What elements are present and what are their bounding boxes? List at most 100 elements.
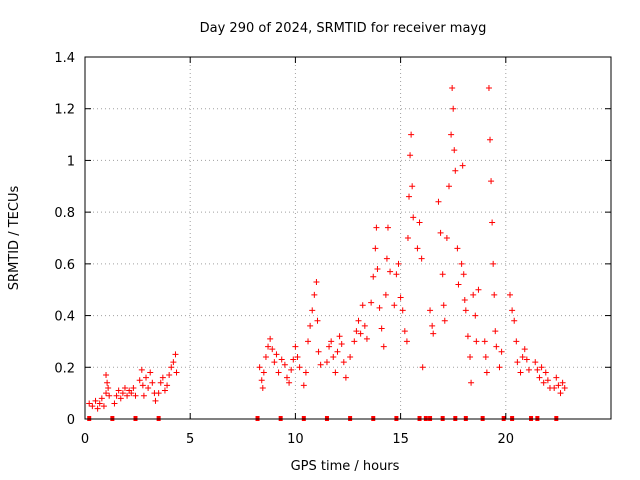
data-point <box>143 374 150 381</box>
data-point <box>440 302 447 309</box>
data-point <box>551 384 558 391</box>
data-point <box>353 328 360 335</box>
data-point <box>155 390 162 397</box>
data-point <box>357 330 364 337</box>
data-point <box>472 312 479 319</box>
data-point <box>94 405 101 412</box>
data-point <box>166 372 173 379</box>
data-point <box>534 366 541 373</box>
data-point <box>536 374 543 381</box>
data-point <box>115 387 122 394</box>
data-point <box>429 322 436 329</box>
data-point <box>475 286 482 293</box>
data-point <box>309 307 316 314</box>
data-point <box>557 390 564 397</box>
data-point <box>538 364 545 371</box>
y-tick-label: 0 <box>67 413 75 428</box>
x-tick-label: 20 <box>498 432 515 447</box>
data-point <box>384 224 391 231</box>
y-tick-label: 0.6 <box>54 258 75 273</box>
data-point <box>482 353 489 360</box>
data-point <box>305 338 312 345</box>
data-point <box>338 341 345 348</box>
data-point <box>408 131 415 138</box>
data-point <box>138 366 145 373</box>
chart-title: Day 290 of 2024, SRMTID for receiver may… <box>200 21 487 36</box>
data-point <box>374 266 381 273</box>
data-point <box>96 400 103 407</box>
data-point <box>164 382 171 389</box>
data-point <box>330 353 337 360</box>
data-point <box>317 361 324 368</box>
data-point <box>355 317 362 324</box>
data-point <box>121 384 128 391</box>
data-point <box>511 317 518 324</box>
data-point <box>140 392 147 399</box>
data-point <box>525 366 532 373</box>
data-point <box>105 384 112 391</box>
data-point <box>507 291 514 298</box>
data-point <box>332 369 339 376</box>
data-point <box>351 338 358 345</box>
data-point <box>410 214 417 221</box>
data-point <box>397 294 404 301</box>
data-point <box>532 359 539 366</box>
data-point <box>147 369 154 376</box>
data-point <box>281 361 288 368</box>
data-point <box>323 359 330 366</box>
data-point <box>427 307 434 314</box>
data-point <box>419 364 426 371</box>
y-tick-label: 0.2 <box>54 361 75 376</box>
data-point <box>391 302 398 309</box>
data-point <box>473 338 480 345</box>
data-point <box>468 379 475 386</box>
data-point <box>380 343 387 350</box>
data-point <box>334 348 341 355</box>
data-point <box>326 343 333 350</box>
y-tick-labels: 0 0.2 0.4 0.6 0.8 1 1.2 1.4 <box>54 51 75 428</box>
data-point <box>481 338 488 345</box>
x-tick-label: 15 <box>392 432 409 447</box>
data-point <box>157 379 164 386</box>
data-point <box>461 297 468 304</box>
data-point <box>491 291 498 298</box>
data-point <box>542 369 549 376</box>
data-point <box>418 255 425 262</box>
data-point <box>336 333 343 340</box>
x-tick-label: 5 <box>186 432 194 447</box>
data-point <box>256 364 263 371</box>
data-point <box>467 353 474 360</box>
data-point <box>452 167 459 174</box>
data-point <box>540 379 547 386</box>
plot-frame <box>84 56 612 420</box>
data-point <box>448 131 455 138</box>
data-point <box>464 333 471 340</box>
x-axis-label: GPS time / hours <box>291 459 400 474</box>
data-point <box>519 353 526 360</box>
data-point <box>168 364 175 371</box>
data-point <box>302 369 309 376</box>
data-point <box>124 392 131 399</box>
data-point <box>361 322 368 329</box>
y-axis-label: SRMTID / TECUs <box>7 186 22 291</box>
series-points <box>86 85 568 412</box>
data-point <box>439 271 446 278</box>
data-point <box>393 271 400 278</box>
data-point <box>470 291 477 298</box>
data-point <box>278 356 285 363</box>
data-point <box>517 369 524 376</box>
data-point <box>262 353 269 360</box>
data-point <box>555 382 562 389</box>
data-point <box>373 224 380 231</box>
data-point <box>496 364 503 371</box>
data-point <box>328 338 335 345</box>
data-point <box>359 302 366 309</box>
x-tick-label: 0 <box>81 432 89 447</box>
data-point <box>368 299 375 306</box>
data-point <box>159 374 166 381</box>
data-point <box>559 379 566 386</box>
data-point <box>161 387 168 394</box>
data-point <box>553 374 560 381</box>
y-tick-label: 0.4 <box>54 310 75 325</box>
